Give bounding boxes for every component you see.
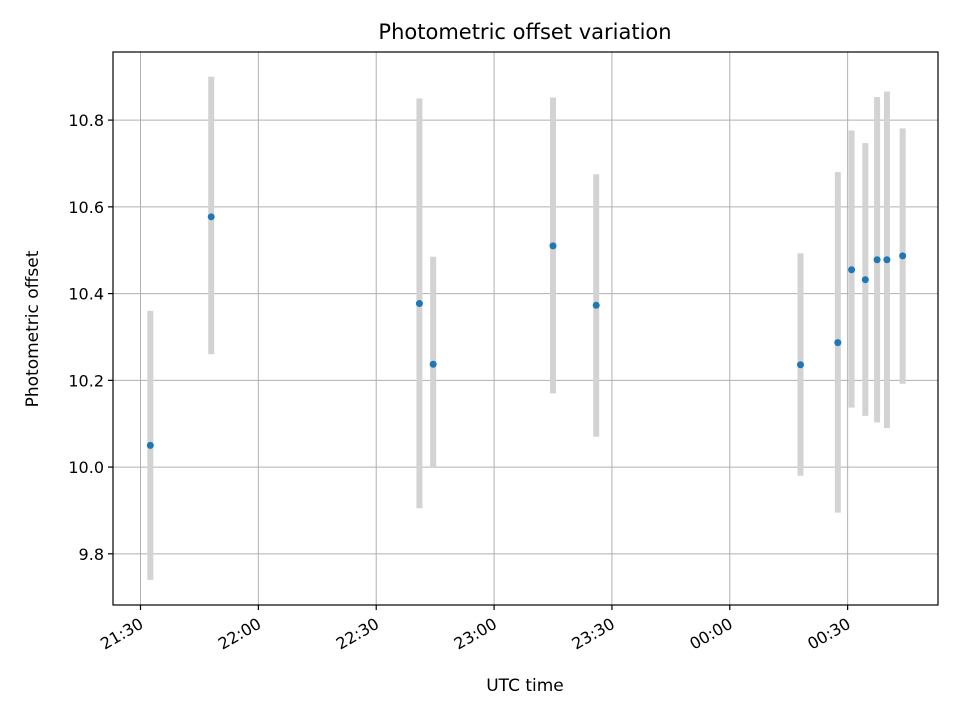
y-tick-label: 10.2 — [68, 371, 104, 390]
x-tick-label: 22:00 — [215, 614, 264, 654]
chart-title: Photometric offset variation — [378, 20, 671, 44]
y-tick-label: 10.8 — [68, 111, 104, 130]
error-bars — [147, 76, 906, 580]
data-point — [834, 339, 842, 347]
data-point — [883, 256, 891, 264]
x-tick-label: 00:30 — [804, 614, 853, 654]
data-point — [848, 266, 856, 274]
x-tick-label: 21:30 — [97, 614, 146, 654]
data-point — [549, 242, 557, 250]
data-point — [207, 213, 215, 221]
x-axis-ticks: 21:30 22:00 22:30 23:00 23:30 00:00 00:30 — [97, 605, 854, 654]
x-tick-label: 22:30 — [333, 614, 382, 654]
data-points — [146, 213, 907, 449]
y-tick-label: 9.8 — [79, 545, 104, 564]
plot-frame — [112, 51, 939, 606]
data-point — [797, 361, 804, 369]
data-point — [592, 301, 600, 309]
data-point — [415, 300, 423, 308]
grid-lines — [113, 52, 938, 605]
y-axis-label: Photometric offset — [23, 250, 43, 407]
x-tick-label: 23:00 — [451, 614, 500, 654]
y-tick-label: 10.6 — [68, 198, 104, 217]
data-point — [873, 256, 881, 264]
data-point — [146, 441, 154, 449]
x-tick-label: 00:00 — [686, 614, 735, 654]
data-point — [429, 360, 437, 368]
data-point — [899, 252, 907, 260]
x-axis-label: UTC time — [486, 676, 564, 696]
y-tick-label: 10.0 — [68, 458, 104, 477]
y-tick-label: 10.4 — [68, 285, 104, 304]
x-tick-label: 23:30 — [568, 614, 617, 654]
y-axis-ticks: 9.8 10.0 10.2 10.4 10.6 10.8 — [68, 111, 113, 564]
data-point — [861, 276, 869, 284]
